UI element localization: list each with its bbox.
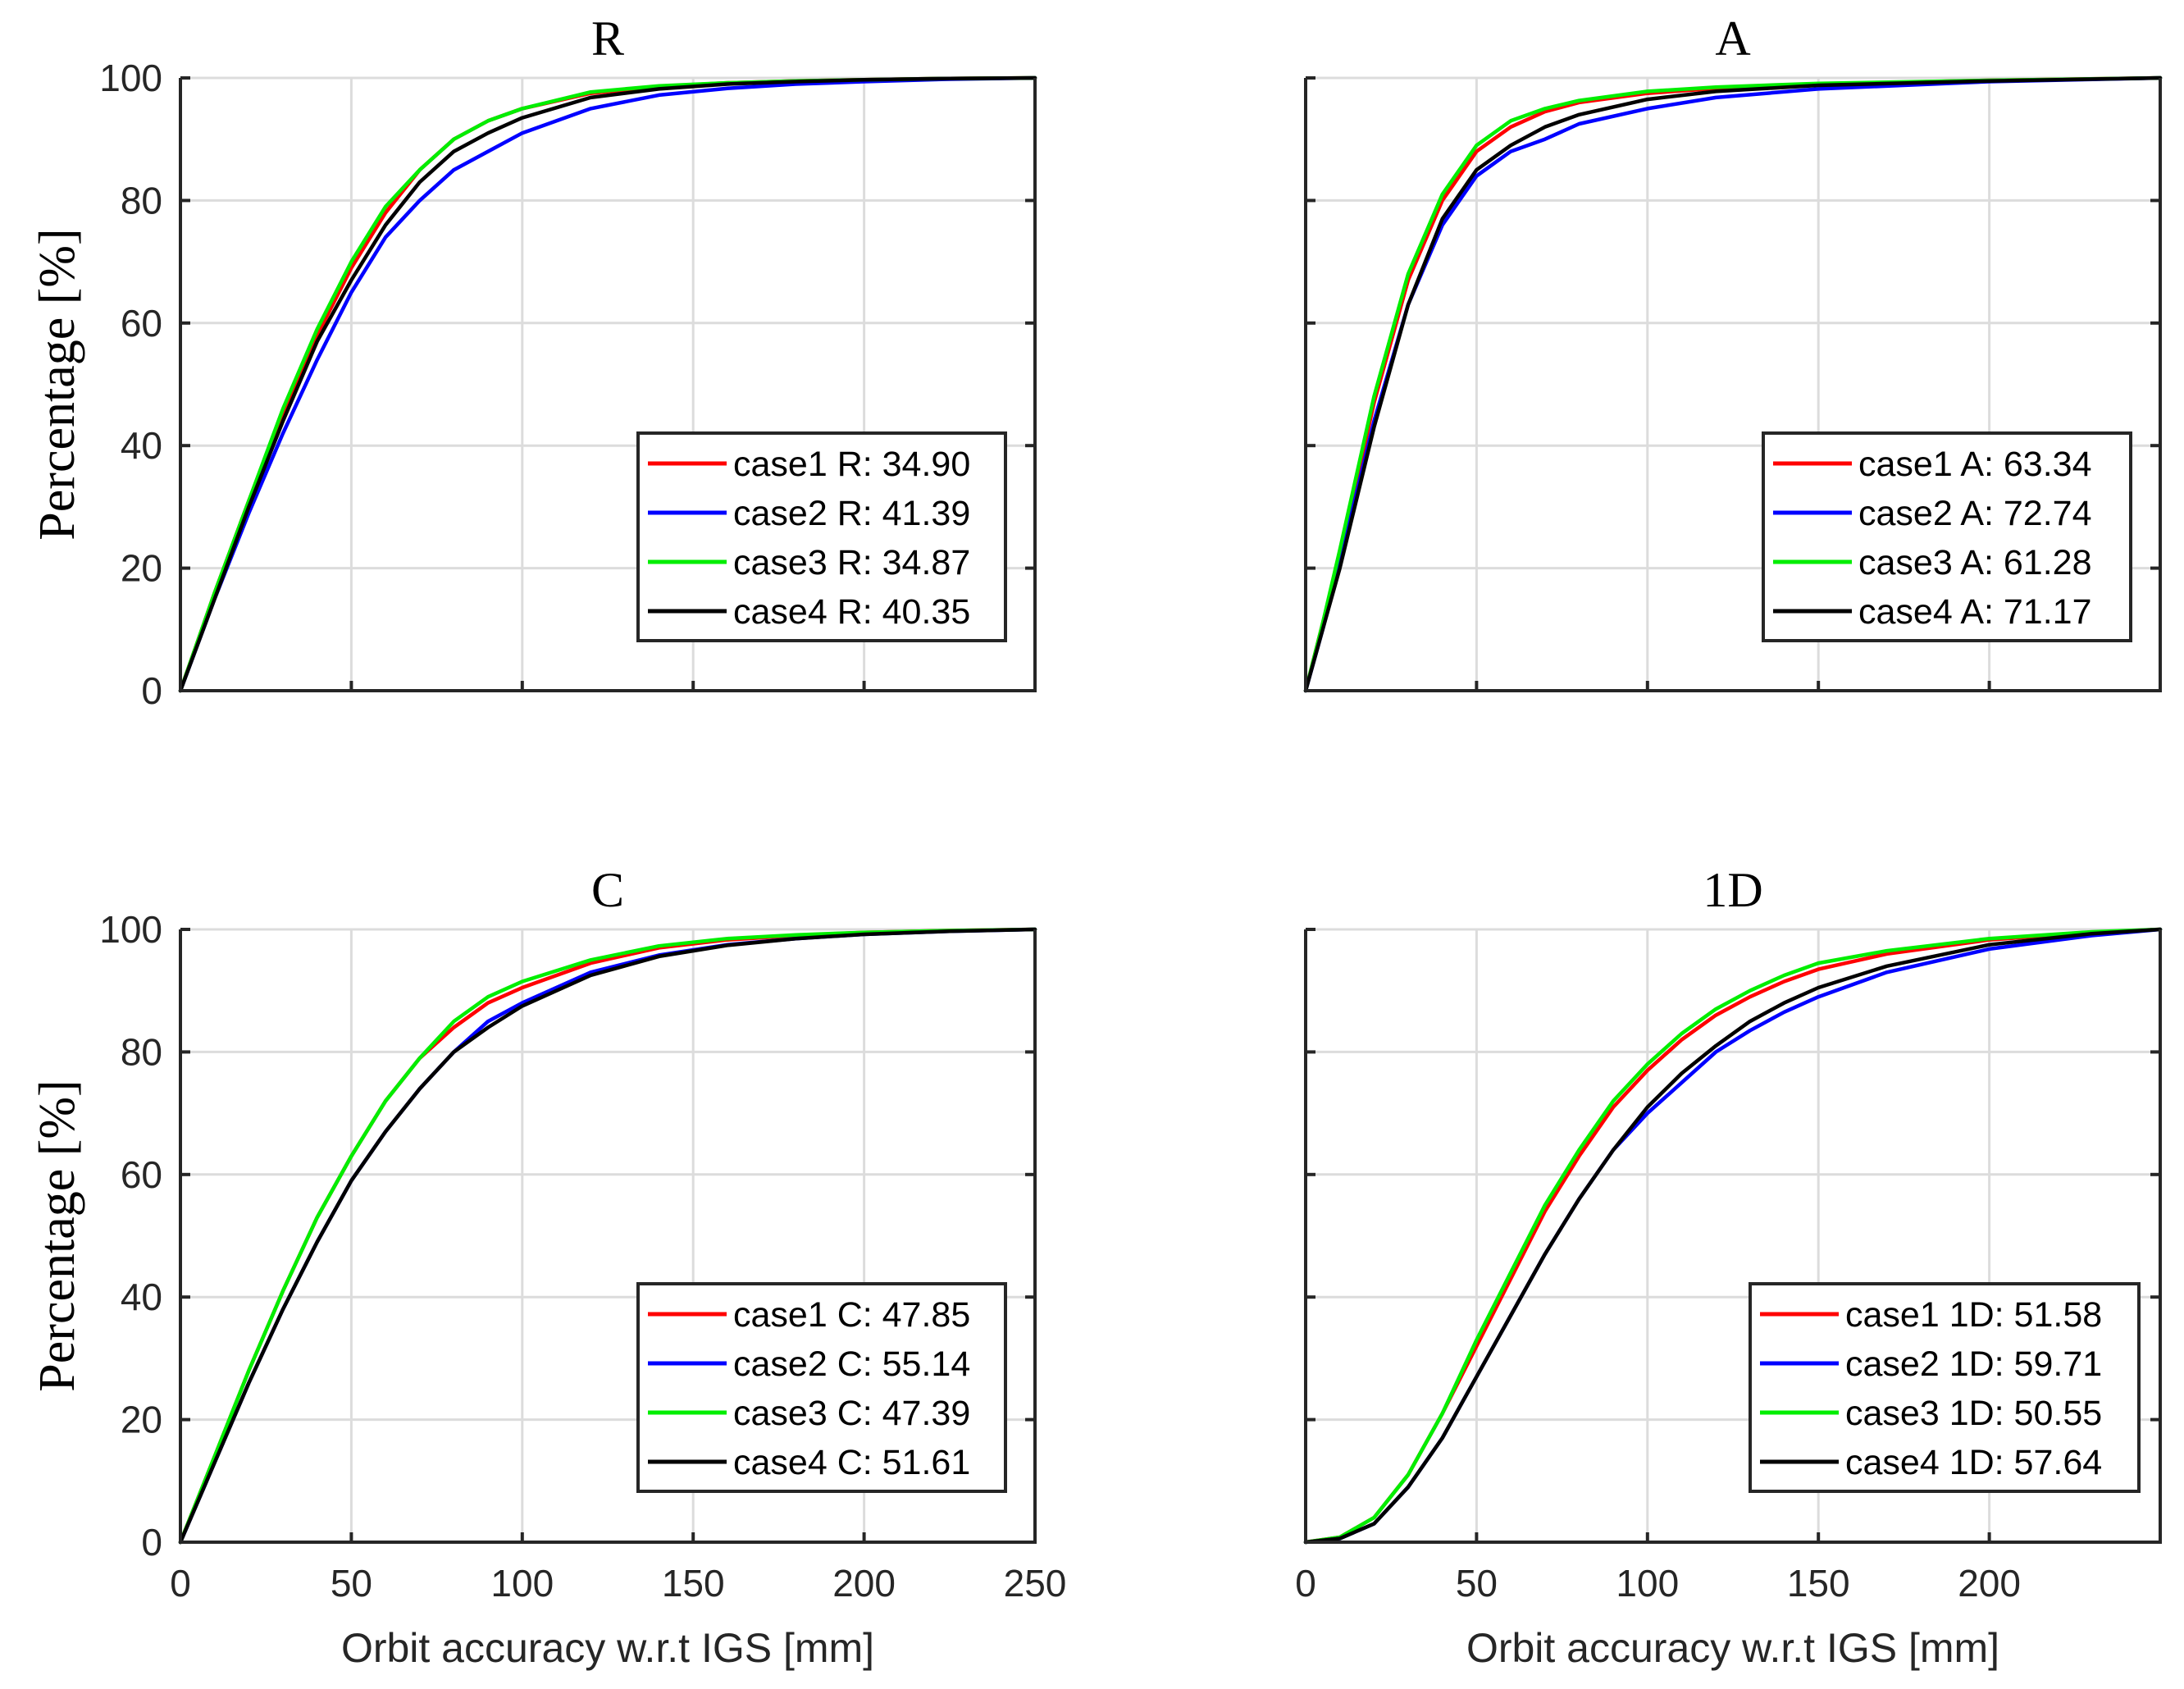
chart-panel-4: 1D 0 50 100 150 200 Orbit accuracy w.r.t IGS […	[1295, 863, 2163, 1671]
x-tick-label: 100	[1616, 1562, 1679, 1605]
y-tick-label: 40	[121, 424, 162, 467]
y-tick-label: 40	[121, 1276, 162, 1318]
series-line-case3	[1303, 927, 2163, 1545]
x-tick-label: 200	[832, 1562, 896, 1605]
y-tick-label: 20	[121, 547, 162, 590]
x-tick-label: 50	[1456, 1562, 1498, 1605]
axes-frame	[1304, 929, 2162, 1544]
chart-panel-1: R 0 20 40 60 80 100 Percentage [%] case1 R: 34.9…	[30, 11, 1037, 712]
axes-frame	[179, 929, 1037, 1544]
x-tick-label: 100	[490, 1562, 554, 1605]
legend-label: case2 1D: 59.71	[1845, 1344, 2102, 1384]
legend-label: case1 1D: 51.58	[1845, 1295, 2102, 1335]
x-tick-label: 150	[662, 1562, 725, 1605]
chart-panel-3: C 0 20 40 60 80 100 0 50 100 150 200 250 Percentage […	[30, 863, 1066, 1671]
legend-label: case3 R: 34.87	[733, 543, 970, 582]
legend-box	[1749, 1282, 2141, 1493]
axes-frame	[179, 78, 1037, 692]
legend: case1 1D: 51.58 case2 1D: 59.71 case3 1D: …	[1749, 1282, 2141, 1493]
axes-frame	[1304, 78, 2162, 692]
legend-box	[636, 1282, 1007, 1493]
legend-label: case4 R: 40.35	[733, 592, 970, 632]
x-tick-label: 250	[1004, 1562, 1067, 1605]
y-tick-label: 0	[141, 1521, 162, 1563]
x-tick-label: 200	[1958, 1562, 2021, 1605]
chart-title: 1D	[1703, 863, 1762, 917]
legend-label: case4 A: 71.17	[1858, 592, 2092, 632]
y-tick-label: 20	[121, 1399, 162, 1441]
legend: case1 R: 34.90 case2 R: 41.39 case3 R: 34.…	[636, 431, 1007, 642]
y-tick-label: 80	[121, 179, 162, 221]
legend-label: case2 A: 72.74	[1858, 494, 2092, 533]
y-tick-label: 60	[121, 302, 162, 345]
legend-label: case1 R: 34.90	[733, 445, 970, 484]
y-axis-label: Percentage [%]	[30, 1080, 85, 1391]
legend-label: case4 1D: 57.64	[1845, 1443, 2102, 1482]
chart-title: A	[1715, 11, 1750, 66]
legend-label: case1 A: 63.34	[1858, 445, 2092, 484]
x-tick-label: 50	[331, 1562, 372, 1605]
chart-title: C	[591, 863, 624, 917]
legend-label: case2 R: 41.39	[733, 494, 970, 533]
chart-title: R	[591, 11, 624, 66]
legend-label: case3 1D: 50.55	[1845, 1394, 2102, 1433]
x-tick-label: 0	[170, 1562, 191, 1605]
series-line-case3	[178, 927, 1037, 1545]
series-line-case3	[1303, 75, 2163, 693]
legend-label: case4 C: 51.61	[733, 1443, 970, 1482]
legend: case1 A: 63.34 case2 A: 72.74 case3 A: 61.…	[1762, 431, 2132, 642]
series-line-case4	[178, 927, 1037, 1545]
legend-box	[1762, 431, 2132, 642]
legend-box	[636, 431, 1007, 642]
legend: case1 C: 47.85 case2 C: 55.14 case3 C: 47.…	[636, 1282, 1007, 1493]
series-line-case4	[178, 75, 1037, 693]
legend-label: case1 C: 47.85	[733, 1295, 970, 1335]
legend-label: case2 C: 55.14	[733, 1344, 970, 1384]
x-axis-label: Orbit accuracy w.r.t IGS [mm]	[1466, 1625, 1999, 1671]
legend-label: case3 A: 61.28	[1858, 543, 2092, 582]
y-tick-label: 100	[99, 908, 162, 951]
y-axis-label: Percentage [%]	[30, 228, 85, 540]
x-tick-label: 150	[1787, 1562, 1850, 1605]
y-tick-label: 0	[141, 669, 162, 712]
series-line-case4	[1303, 75, 2163, 693]
y-tick-label: 100	[99, 57, 162, 99]
x-tick-label: 0	[1295, 1562, 1316, 1605]
y-tick-label: 80	[121, 1030, 162, 1073]
y-tick-label: 60	[121, 1153, 162, 1196]
series-line-case4	[1303, 927, 2163, 1545]
series-line-case2	[178, 75, 1037, 693]
x-axis-label: Orbit accuracy w.r.t IGS [mm]	[341, 1625, 874, 1671]
legend-label: case3 C: 47.39	[733, 1394, 970, 1433]
